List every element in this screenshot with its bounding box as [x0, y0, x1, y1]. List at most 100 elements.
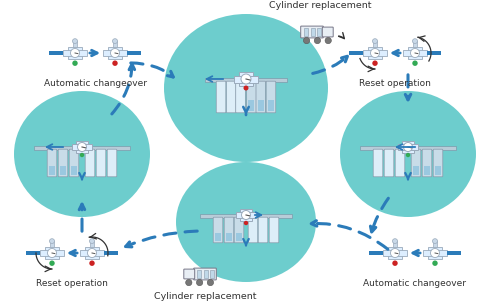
- Bar: [413, 166, 419, 175]
- Ellipse shape: [413, 39, 418, 43]
- Bar: [433, 241, 437, 247]
- Text: Reset operation: Reset operation: [36, 279, 108, 288]
- Text: Automatic changeover: Automatic changeover: [363, 279, 466, 288]
- Bar: [108, 47, 122, 59]
- Circle shape: [207, 279, 213, 286]
- Bar: [34, 146, 130, 150]
- FancyBboxPatch shape: [256, 81, 266, 113]
- FancyBboxPatch shape: [301, 26, 323, 38]
- FancyBboxPatch shape: [194, 268, 216, 280]
- Bar: [349, 51, 363, 55]
- Circle shape: [89, 260, 95, 266]
- Circle shape: [430, 248, 440, 258]
- Bar: [248, 100, 254, 111]
- Circle shape: [411, 48, 420, 58]
- Bar: [49, 166, 55, 175]
- Ellipse shape: [372, 39, 378, 43]
- Circle shape: [87, 248, 97, 258]
- Bar: [393, 241, 397, 247]
- Bar: [373, 41, 377, 47]
- Bar: [76, 141, 88, 153]
- FancyBboxPatch shape: [433, 149, 443, 177]
- Ellipse shape: [392, 239, 397, 244]
- Circle shape: [186, 279, 192, 286]
- Bar: [215, 233, 221, 241]
- Bar: [63, 50, 87, 56]
- Ellipse shape: [340, 91, 476, 217]
- FancyBboxPatch shape: [248, 217, 258, 243]
- Text: Automatic changeover: Automatic changeover: [43, 79, 146, 88]
- Ellipse shape: [14, 91, 150, 217]
- Bar: [423, 250, 447, 256]
- FancyBboxPatch shape: [266, 81, 276, 113]
- Circle shape: [77, 143, 86, 151]
- Bar: [383, 250, 407, 256]
- Text: Reset operation: Reset operation: [359, 79, 431, 88]
- Bar: [239, 72, 253, 86]
- Bar: [413, 41, 417, 47]
- Text: Cylinder replacement: Cylinder replacement: [269, 1, 371, 10]
- Bar: [388, 247, 402, 259]
- Bar: [424, 166, 430, 175]
- Ellipse shape: [49, 239, 55, 244]
- Bar: [435, 166, 441, 175]
- Circle shape: [406, 153, 410, 157]
- FancyBboxPatch shape: [411, 149, 421, 177]
- Bar: [428, 247, 442, 259]
- Bar: [402, 141, 414, 153]
- Circle shape: [314, 37, 320, 44]
- Bar: [258, 100, 264, 111]
- Bar: [369, 251, 383, 255]
- Circle shape: [244, 221, 248, 225]
- Bar: [234, 76, 258, 83]
- Bar: [226, 233, 232, 241]
- Circle shape: [392, 260, 398, 266]
- FancyBboxPatch shape: [58, 149, 68, 177]
- Circle shape: [49, 260, 55, 266]
- Bar: [447, 251, 461, 255]
- Circle shape: [432, 260, 438, 266]
- Circle shape: [412, 61, 418, 66]
- Circle shape: [325, 37, 331, 44]
- FancyBboxPatch shape: [422, 149, 432, 177]
- FancyBboxPatch shape: [269, 217, 279, 243]
- Circle shape: [390, 248, 399, 258]
- Bar: [50, 241, 54, 247]
- Circle shape: [80, 153, 84, 157]
- Bar: [26, 251, 40, 255]
- Bar: [200, 214, 292, 218]
- FancyBboxPatch shape: [226, 81, 236, 113]
- Bar: [90, 241, 94, 247]
- FancyBboxPatch shape: [234, 217, 244, 243]
- Bar: [45, 247, 59, 259]
- Ellipse shape: [89, 239, 95, 244]
- Circle shape: [304, 37, 310, 44]
- Ellipse shape: [164, 14, 328, 162]
- Bar: [103, 50, 127, 56]
- Bar: [363, 50, 387, 56]
- Bar: [85, 247, 99, 259]
- FancyBboxPatch shape: [322, 27, 333, 37]
- Bar: [72, 144, 92, 150]
- Bar: [210, 270, 214, 278]
- FancyBboxPatch shape: [258, 217, 268, 243]
- Circle shape: [70, 48, 79, 58]
- Circle shape: [47, 248, 57, 258]
- Ellipse shape: [72, 39, 77, 43]
- FancyBboxPatch shape: [96, 149, 106, 177]
- Bar: [408, 47, 422, 59]
- Bar: [317, 28, 321, 36]
- Circle shape: [403, 143, 413, 151]
- Circle shape: [110, 48, 119, 58]
- Bar: [268, 100, 274, 111]
- FancyBboxPatch shape: [384, 149, 394, 177]
- FancyBboxPatch shape: [47, 149, 57, 177]
- Bar: [60, 166, 66, 175]
- FancyBboxPatch shape: [213, 217, 223, 243]
- Circle shape: [242, 211, 250, 219]
- FancyBboxPatch shape: [85, 149, 95, 177]
- Bar: [368, 47, 382, 59]
- Bar: [40, 250, 64, 256]
- Bar: [427, 51, 441, 55]
- Bar: [73, 41, 77, 47]
